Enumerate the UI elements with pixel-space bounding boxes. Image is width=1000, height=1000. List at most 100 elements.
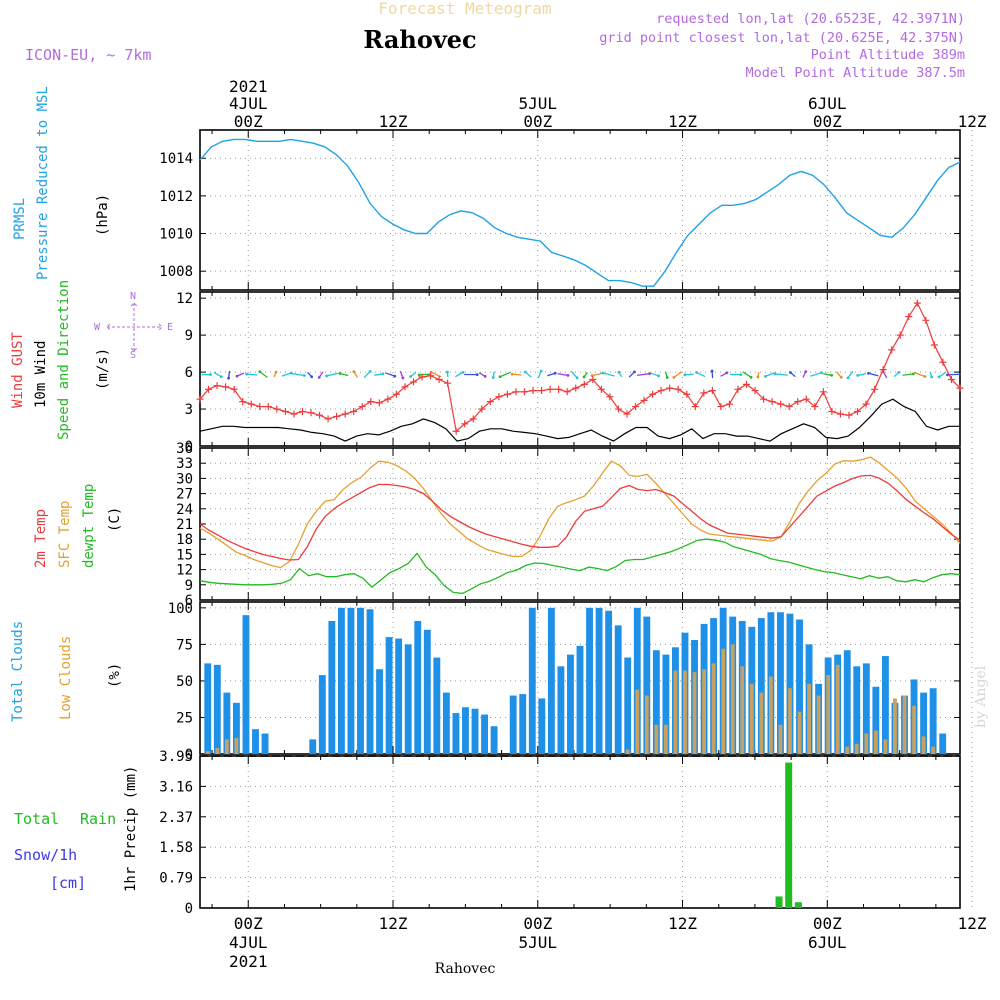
- y-tick-label: 1008: [159, 264, 193, 280]
- temp2m-series-line: [199, 474, 961, 561]
- wind-direction-arrow: [636, 373, 650, 377]
- low-cloud-bar: [234, 737, 239, 754]
- low-cloud-bar: [635, 689, 640, 754]
- gust-point: [341, 410, 349, 418]
- gust-point: [555, 385, 563, 393]
- wind-arrow-head: [789, 371, 792, 374]
- wind-direction-arrow: [326, 372, 339, 377]
- low-cloud-bar: [864, 733, 869, 754]
- total-cloud-bar: [452, 713, 460, 754]
- total-cloud-bar: [757, 618, 765, 754]
- total-cloud-bar: [309, 739, 317, 754]
- gust-point: [273, 405, 281, 413]
- total-cloud-bar: [576, 645, 584, 754]
- wind10m-series-line: [199, 398, 960, 442]
- wind-arrow-head: [219, 375, 223, 379]
- total-cloud-bar: [595, 607, 603, 754]
- top-hour-label: 00Z: [523, 112, 552, 131]
- wind-direction-arrow: [857, 373, 867, 377]
- snow-label: Snow/1h: [14, 846, 77, 864]
- cloud-panel: 0 25 50 75 100: [168, 601, 973, 763]
- gust-point: [452, 427, 460, 435]
- total-cloud-bar: [252, 729, 259, 754]
- compass-s: S: [130, 350, 136, 361]
- wind-direction-arrow: [455, 371, 464, 378]
- total-cloud-bar: [614, 625, 622, 754]
- gust-point: [580, 380, 588, 388]
- wind-arrow-head: [523, 370, 527, 374]
- low-cloud-bar: [644, 695, 649, 754]
- y-tick-label: 1014: [159, 151, 193, 167]
- gust-point: [281, 408, 289, 416]
- total-cloud-bar: [624, 657, 632, 754]
- total-cloud-bar: [929, 688, 937, 754]
- y-tick-label: 9: [185, 578, 193, 594]
- y-tick-label: 6: [185, 365, 193, 381]
- gust-point: [785, 403, 793, 411]
- low-cloud-bar: [826, 675, 831, 754]
- gust-point: [768, 398, 776, 406]
- gust-point: [298, 408, 306, 416]
- total-cloud-bar: [471, 708, 479, 754]
- gust-point: [905, 313, 913, 321]
- wind-arrow-head: [773, 372, 777, 376]
- gust-point: [802, 395, 810, 403]
- bottom-date-label: 5JUL: [519, 933, 558, 952]
- precip-bar: [775, 896, 783, 908]
- wind-direction-arrow: [774, 373, 788, 376]
- gust-point: [597, 385, 605, 393]
- point-altitude: Point Altitude 389m: [811, 47, 965, 63]
- wind-arrow-head: [756, 375, 760, 379]
- gust-point: [495, 393, 503, 401]
- gust-point: [606, 393, 614, 401]
- sfc-temp-label: SFC Temp: [57, 501, 73, 568]
- wind-arrow-head: [325, 374, 329, 378]
- total-cloud-bar: [242, 615, 250, 754]
- requested-coords: requested lon,lat (20.6523E, 42.3971N): [656, 11, 965, 27]
- wind-arrow-head: [683, 373, 687, 377]
- gust-point: [845, 411, 853, 419]
- model-label: ICON-EU, ~ 7km: [25, 46, 151, 64]
- bottom-year-label: 2021: [229, 952, 268, 971]
- station-title: Rahovec: [363, 25, 476, 54]
- total-cloud-bar: [414, 621, 422, 754]
- total-cloud-bar: [920, 692, 928, 754]
- y-tick-label: 3.95: [159, 749, 193, 765]
- wind-direction-arrow: [363, 370, 371, 379]
- gust-point: [461, 420, 469, 428]
- gust-point: [708, 387, 716, 395]
- total-cloud-bar: [347, 607, 355, 754]
- total-cloud-bar: [366, 609, 374, 754]
- low-cloud-bar: [702, 669, 706, 754]
- gust-point: [239, 398, 247, 406]
- top-hour-label: 12Z: [958, 112, 987, 131]
- gust-point: [939, 358, 947, 366]
- low-cloud-bar: [205, 751, 210, 754]
- total-clouds-label: Total Clouds: [10, 621, 26, 722]
- panel-frame: [199, 291, 961, 447]
- wind-direction-arrow: [557, 373, 569, 377]
- y-tick-label: 0: [185, 439, 193, 455]
- wind-direction-arrow: [868, 372, 879, 377]
- total-cloud-bar: [939, 733, 947, 754]
- gust-point: [290, 410, 298, 418]
- wind-arrow-head: [867, 371, 870, 375]
- gust-point: [333, 412, 341, 420]
- wind-arrow-head: [393, 374, 397, 378]
- wind-arrow-head: [235, 374, 239, 378]
- bottom-hour-label: 12Z: [668, 914, 697, 933]
- total-cloud-bar: [213, 664, 221, 754]
- total-cloud-bar: [557, 666, 565, 754]
- total-cloud-bar: [862, 663, 870, 754]
- gust-point: [520, 388, 528, 396]
- gust-point: [469, 415, 477, 423]
- y-tick-label: 1010: [159, 227, 193, 243]
- top-date-label: 6JUL: [808, 94, 847, 113]
- low-cloud-bar: [654, 724, 659, 754]
- y-tick-label: 75: [176, 637, 193, 653]
- y-tick-label: 24: [176, 502, 193, 518]
- gust-point: [307, 409, 315, 417]
